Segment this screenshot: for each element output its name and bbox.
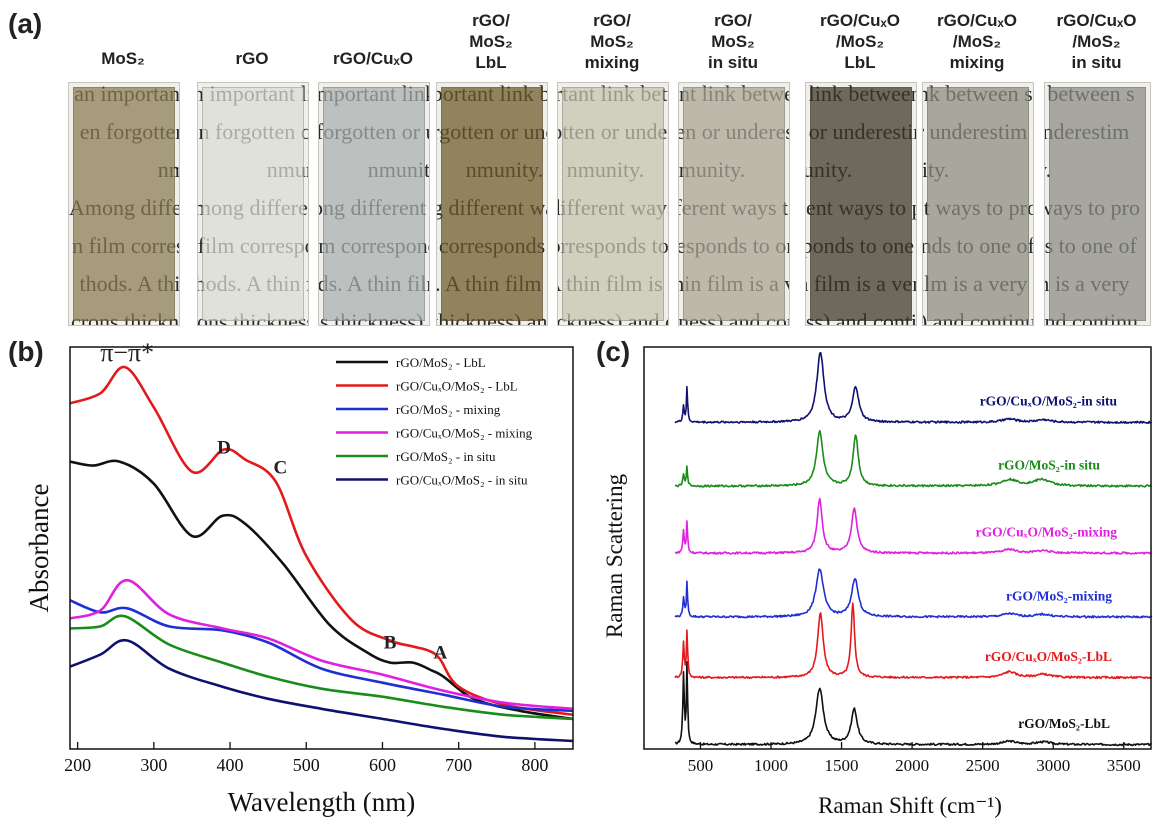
raman-chart: rGO/MoS₂-LbL rGO/CuₓO/MoS₂-LbL rGO/MoS₂-mi… bbox=[602, 346, 1153, 818]
series-line bbox=[674, 602, 1153, 680]
sample-label: rGO/CuₓO bbox=[333, 49, 413, 68]
sample-slide: rGO/ MoS₂ mixing an important link betwee… bbox=[557, 0, 669, 330]
panel-a: (a) MoS₂ an important link between s en f… bbox=[0, 0, 1153, 330]
x-tick-label: 500 bbox=[688, 756, 714, 775]
series-line bbox=[69, 638, 574, 743]
series-label: rGO/CuₓO/MoS₂-in situ bbox=[980, 394, 1118, 409]
sample-glass-photo: an important link between s en forgotten… bbox=[678, 82, 790, 326]
series-line bbox=[69, 614, 574, 721]
series-line bbox=[674, 351, 1153, 424]
x-tick-label: 1000 bbox=[754, 756, 788, 775]
sample-slide: rGO/CuₓO /MoS₂ LbL an important link betw… bbox=[805, 0, 917, 330]
x-axis-label: Wavelength (nm) bbox=[228, 787, 416, 817]
sample-label: rGO/CuₓO /MoS₂ mixing bbox=[937, 11, 1017, 72]
legend-label: rGO/CuₓO/MoS₂ - mixing bbox=[396, 426, 533, 441]
sample-glass-photo: an important link between s en forgotten… bbox=[436, 82, 548, 326]
y-axis-label: Absorbance bbox=[24, 484, 54, 613]
x-tick-label: 300 bbox=[140, 755, 167, 775]
sample-label: rGO/CuₓO /MoS₂ LbL bbox=[820, 11, 900, 72]
sample-glass-photo: an important link between s en forgotten… bbox=[557, 82, 669, 326]
annotation: C bbox=[273, 458, 287, 479]
series-line bbox=[69, 365, 574, 717]
sample-glass-photo: an important link between s en forgotten… bbox=[805, 82, 917, 326]
legend-label: rGO/MoS₂ - mixing bbox=[396, 402, 501, 417]
x-tick-label: 600 bbox=[369, 755, 396, 775]
annotation: D bbox=[217, 438, 231, 459]
series-label: rGO/MoS₂-in situ bbox=[998, 458, 1100, 473]
legend-label: rGO/CuₓO/MoS₂ - LbL bbox=[396, 379, 518, 394]
x-tick-label: 500 bbox=[293, 755, 320, 775]
sample-label: rGO/ MoS₂ mixing bbox=[584, 11, 640, 72]
panel-b-letter: (b) bbox=[8, 336, 44, 367]
x-tick-label: 3000 bbox=[1036, 756, 1070, 775]
sample-glass-photo: an important link between s en forgotten… bbox=[197, 82, 309, 326]
absorbance-chart: 200 300 400 500 600 700 800 Wavelength (nm) Abso… bbox=[24, 338, 574, 817]
series-label: rGO/MoS₂-mixing bbox=[1006, 588, 1112, 603]
x-tick-label: 200 bbox=[64, 755, 91, 775]
x-axis-label: Raman Shift (cm⁻¹) bbox=[818, 793, 1002, 818]
series-line bbox=[674, 497, 1153, 555]
sample-slide: rGO/ MoS₂ in situ an important link betwe… bbox=[678, 0, 790, 330]
sample-label: rGO bbox=[235, 49, 269, 68]
sample-label: MoS₂ bbox=[101, 49, 145, 68]
series-line bbox=[674, 568, 1153, 619]
annotation: B bbox=[384, 633, 397, 654]
series-label: rGO/CuₓO/MoS₂-mixing bbox=[976, 525, 1118, 540]
sample-slide: rGO/CuₓO an important link between s en f… bbox=[318, 0, 430, 330]
sample-label: rGO/ MoS₂ LbL bbox=[469, 11, 513, 72]
x-tick-label: 2500 bbox=[966, 756, 1000, 775]
sample-glass-photo: an important link between s en forgotten… bbox=[922, 82, 1034, 326]
x-tick-label: 700 bbox=[445, 755, 472, 775]
series-label: rGO/MoS₂-LbL bbox=[1018, 716, 1110, 731]
sample-label: rGO/CuₓO /MoS₂ in situ bbox=[1056, 11, 1137, 72]
series-line bbox=[674, 661, 1152, 747]
x-tick-label: 800 bbox=[521, 755, 548, 775]
y-axis-label: Raman Scattering bbox=[602, 473, 627, 638]
plot-frame bbox=[643, 346, 1152, 750]
x-tick-label: 1500 bbox=[825, 756, 859, 775]
legend-label: rGO/MoS₂ - in situ bbox=[396, 449, 496, 464]
x-tick-label: 2000 bbox=[895, 756, 929, 775]
sample-slide: rGO/CuₓO /MoS₂ mixing an important link b… bbox=[922, 0, 1034, 330]
series-line bbox=[69, 459, 574, 721]
annotation: π−π* bbox=[100, 338, 154, 367]
legend-label: rGO/CuₓO/MoS₂ - in situ bbox=[396, 473, 528, 488]
annotation: A bbox=[434, 643, 448, 664]
sample-glass-photo: an important link between s en forgotten… bbox=[318, 82, 430, 326]
sample-glass-photo: an important link between s en forgotten… bbox=[1044, 82, 1151, 326]
sample-slide: rGO an important link between s en forgot… bbox=[197, 0, 309, 330]
sample-slide: rGO/ MoS₂ LbL an important link between s… bbox=[436, 0, 548, 330]
sample-glass-photo: an important link between s en forgotten… bbox=[68, 82, 180, 326]
panel-a-letter: (a) bbox=[8, 8, 43, 39]
series-line bbox=[674, 429, 1152, 488]
plot-frame bbox=[69, 346, 574, 750]
sample-slide: rGO/CuₓO /MoS₂ in situ an important link … bbox=[1044, 0, 1151, 330]
series-line bbox=[69, 578, 574, 711]
legend-label: rGO/MoS₂ - LbL bbox=[396, 355, 486, 370]
panel-c-letter: (c) bbox=[596, 336, 631, 367]
series-line bbox=[69, 599, 574, 713]
sample-slide: MoS₂ an important link between s en forgo… bbox=[68, 0, 180, 330]
x-tick-label: 3500 bbox=[1107, 756, 1141, 775]
x-tick-label: 400 bbox=[217, 755, 244, 775]
series-label: rGO/CuₓO/MoS₂-LbL bbox=[985, 649, 1112, 664]
sample-label: rGO/ MoS₂ in situ bbox=[707, 11, 759, 72]
